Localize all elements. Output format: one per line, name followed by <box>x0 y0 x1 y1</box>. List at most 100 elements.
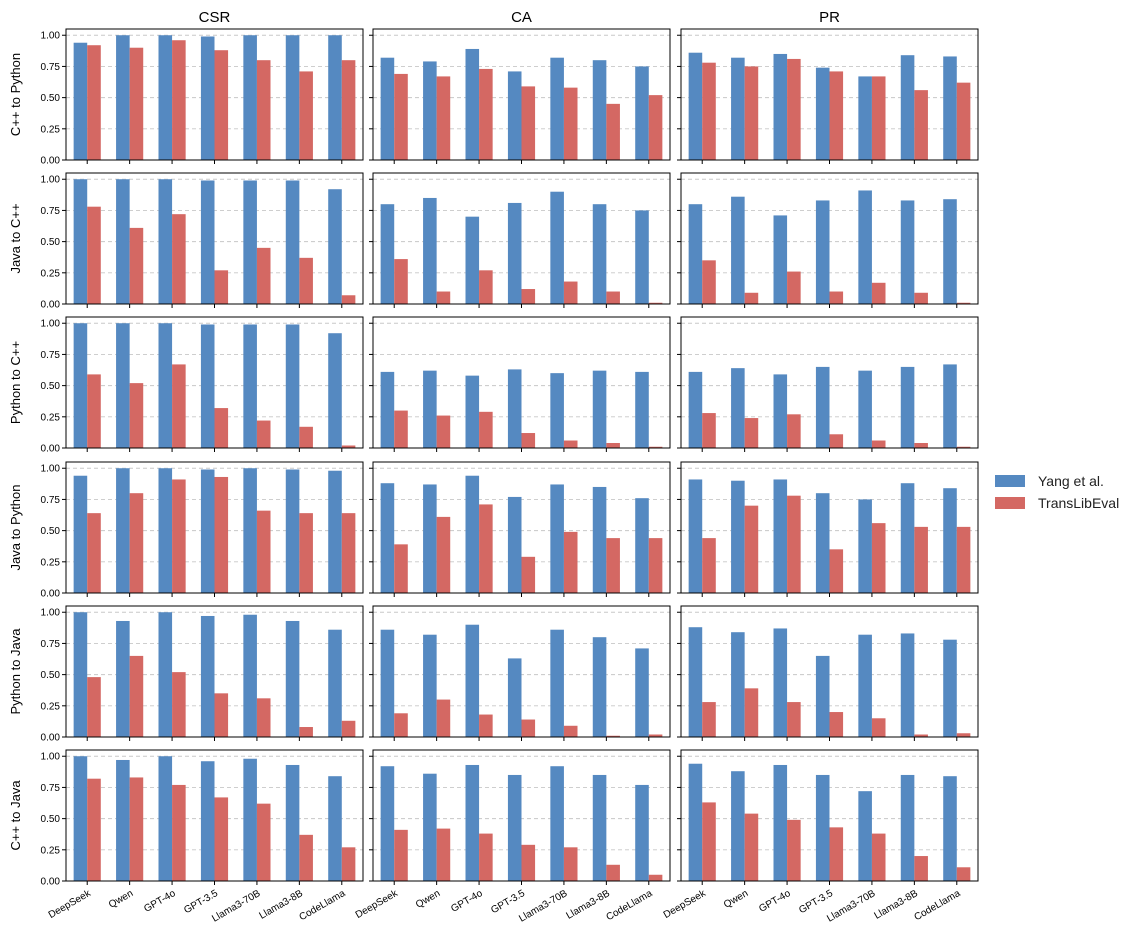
bar-translibeval-deepseek <box>702 260 716 304</box>
bar-yang-et-al-gpt-3-5 <box>200 761 215 881</box>
bar-translibeval-gpt-3-5 <box>214 693 229 737</box>
bar-translibeval-deepseek <box>702 802 716 881</box>
bar-yang-et-al-deepseek <box>73 42 88 160</box>
bar-translibeval-codellama <box>648 95 663 160</box>
y-tick-label: 0.00 <box>41 300 61 311</box>
bar-translibeval-qwen <box>129 227 144 304</box>
bar-translibeval-gpt-3-5 <box>521 289 536 304</box>
bar-yang-et-al-gpt-3-5 <box>507 369 522 448</box>
bar-yang-et-al-qwen <box>731 368 745 448</box>
bar-translibeval-deepseek <box>394 73 408 160</box>
bar-yang-et-al-qwen <box>423 61 437 160</box>
bar-yang-et-al-qwen <box>423 197 437 304</box>
bar-translibeval-llama3-70b <box>256 698 271 737</box>
bar-yang-et-al-llama3-8b <box>285 764 300 881</box>
y-tick-label: 0.25 <box>41 268 61 279</box>
bar-translibeval-deepseek <box>87 778 101 881</box>
bar-yang-et-al-qwen <box>423 773 437 881</box>
bar-translibeval-gpt-4o <box>172 214 186 304</box>
panel-java-to-cpp-csr: 0.00 0.25 0.50 0.75 1.00 <box>41 172 364 311</box>
x-tick-label-deepseek: DeepSeek <box>47 888 94 921</box>
bar-translibeval-gpt-3-5 <box>214 476 229 593</box>
bar-translibeval-gpt-3-5 <box>829 827 844 881</box>
bar-yang-et-al-llama3-8b <box>285 35 300 160</box>
bar-translibeval-deepseek <box>394 829 408 881</box>
bar-yang-et-al-llama3-70b <box>243 468 257 593</box>
bar-yang-et-al-gpt-4o <box>158 323 173 448</box>
bar-translibeval-qwen <box>129 383 144 448</box>
bar-translibeval-llama3-70b <box>563 531 578 593</box>
bar-translibeval-qwen <box>436 291 451 304</box>
bar-yang-et-al-codellama <box>328 776 342 881</box>
bar-translibeval-gpt-3-5 <box>521 556 536 593</box>
bar-translibeval-gpt-3-5 <box>521 844 536 881</box>
bar-yang-et-al-codellama <box>943 776 957 881</box>
bar-yang-et-al-qwen <box>116 323 130 448</box>
x-tick-label-llama3-70b: Llama3-70B <box>517 888 569 925</box>
panel-cpp-to-python-pr <box>677 28 979 164</box>
bar-translibeval-deepseek <box>702 413 716 448</box>
bar-translibeval-llama3-8b <box>914 292 928 304</box>
y-tick-label: 1.00 <box>41 31 61 42</box>
bar-yang-et-al-llama3-70b <box>243 614 257 737</box>
bar-translibeval-gpt-4o <box>787 271 801 304</box>
legend-item-yang: Yang et al. <box>995 470 1119 492</box>
bar-translibeval-codellama <box>956 526 971 593</box>
bar-translibeval-qwen <box>744 813 759 881</box>
x-tick-label-deepseek: DeepSeek <box>354 888 401 921</box>
bar-yang-et-al-llama3-8b <box>900 633 915 737</box>
y-tick-label: 0.25 <box>41 845 61 856</box>
bar-translibeval-gpt-4o <box>479 504 493 593</box>
bar-translibeval-gpt-3-5 <box>214 270 229 304</box>
y-tick-label: 0.75 <box>41 495 61 506</box>
y-tick-label: 1.00 <box>41 175 61 186</box>
bar-yang-et-al-codellama <box>328 35 342 160</box>
panel-python-to-java-csr: 0.00 0.25 0.50 0.75 1.00 <box>41 605 364 744</box>
bar-translibeval-gpt-4o <box>172 364 186 448</box>
panel-java-to-python-ca <box>369 461 671 597</box>
bar-yang-et-al-codellama <box>635 66 649 160</box>
bar-translibeval-llama3-70b <box>563 847 578 881</box>
bar-yang-et-al-llama3-70b <box>243 35 257 160</box>
y-tick-label: 0.50 <box>41 237 61 248</box>
bar-yang-et-al-deepseek <box>688 627 703 737</box>
bar-yang-et-al-gpt-3-5 <box>815 67 830 160</box>
bar-translibeval-codellama <box>648 302 663 304</box>
bar-translibeval-llama3-8b <box>606 103 620 160</box>
bar-yang-et-al-llama3-70b <box>243 324 257 448</box>
bar-yang-et-al-llama3-70b <box>550 629 564 737</box>
bar-yang-et-al-gpt-3-5 <box>507 202 522 304</box>
bar-yang-et-al-gpt-3-5 <box>815 200 830 304</box>
bar-yang-et-al-gpt-4o <box>465 624 480 737</box>
bar-yang-et-al-llama3-8b <box>900 200 915 304</box>
bar-translibeval-deepseek <box>702 538 716 593</box>
bar-yang-et-al-llama3-8b <box>592 774 607 881</box>
bar-yang-et-al-llama3-70b <box>858 190 872 304</box>
bar-translibeval-llama3-70b <box>871 440 886 448</box>
x-tick-label-codellama: CodeLlama <box>297 888 347 923</box>
bar-translibeval-gpt-4o <box>172 40 186 160</box>
bar-translibeval-deepseek <box>87 45 101 160</box>
y-tick-label: 0.00 <box>41 733 61 744</box>
bar-yang-et-al-llama3-70b <box>550 766 564 881</box>
bar-translibeval-codellama <box>956 446 971 448</box>
bar-yang-et-al-deepseek <box>380 629 395 737</box>
x-tick-label-qwen: Qwen <box>722 888 750 911</box>
x-tick-label-gpt-4o: GPT-4o <box>449 888 485 915</box>
bar-translibeval-llama3-70b <box>871 833 886 881</box>
y-tick-label: 0.75 <box>41 62 61 73</box>
bar-translibeval-qwen <box>436 516 451 593</box>
bar-translibeval-gpt-3-5 <box>214 408 229 448</box>
legend-swatch-translibeval <box>995 497 1025 509</box>
legend-label-translibeval: TransLibEval <box>1038 495 1120 511</box>
x-tick-label-codellama: CodeLlama <box>604 888 654 923</box>
x-tick-label-codellama: CodeLlama <box>912 888 962 923</box>
bar-translibeval-gpt-3-5 <box>829 434 844 448</box>
bar-translibeval-deepseek <box>87 513 101 593</box>
bar-translibeval-gpt-3-5 <box>521 433 536 448</box>
column-title-csr: CSR <box>199 9 231 26</box>
bar-yang-et-al-qwen <box>731 57 745 160</box>
bar-yang-et-al-gpt-4o <box>158 612 173 737</box>
row-label-python-to-cpp: Python to C++ <box>8 341 23 424</box>
bar-yang-et-al-qwen <box>731 480 745 593</box>
